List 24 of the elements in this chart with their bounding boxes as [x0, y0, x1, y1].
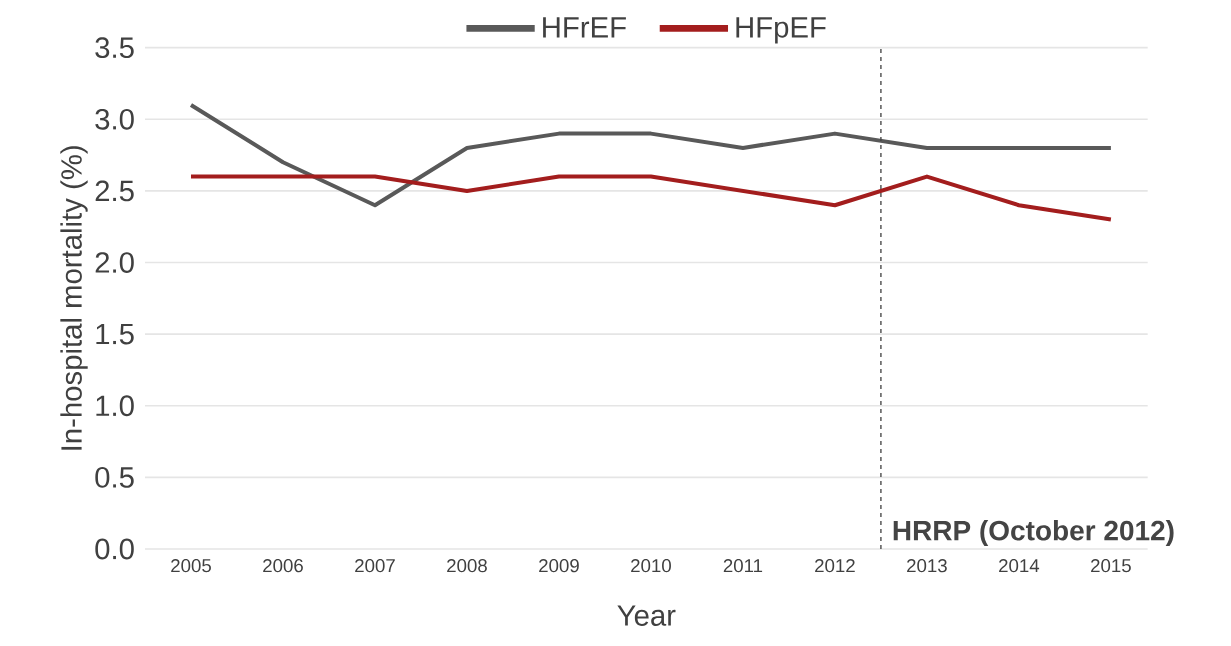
y-tick-label: 1.0 — [96, 395, 134, 417]
x-tick-label: 2010 — [631, 559, 671, 573]
y-tick-label: 0.0 — [95, 538, 134, 560]
x-tick-label: 2007 — [355, 559, 395, 573]
legend-label: HFrEF — [543, 17, 626, 38]
x-tick-label: 2011 — [723, 559, 763, 573]
y-tick-label: 2.0 — [95, 252, 134, 273]
x-tick-label: 2012 — [815, 559, 855, 573]
y-tick-label: 1.5 — [96, 323, 134, 345]
x-tick-label: 2006 — [263, 559, 303, 573]
x-tick-label: 2008 — [447, 559, 487, 573]
x-tick-label: 2005 — [171, 559, 211, 573]
ref-line-label: HRRP (October 2012) — [893, 519, 1174, 547]
y-axis-title: In-hospital mortality (%) — [60, 146, 88, 450]
y-tick-label: 3.0 — [95, 108, 134, 130]
y-tick-label: 2.5 — [95, 180, 134, 202]
y-tick-label: 0.5 — [95, 466, 134, 488]
x-tick-label: 2015 — [1091, 559, 1131, 573]
legend-label: HFpEF — [736, 17, 826, 44]
y-tick-label: 3.5 — [95, 37, 134, 59]
x-tick-label: 2009 — [539, 559, 579, 573]
x-axis-title: Year — [617, 605, 676, 626]
x-tick-label: 2013 — [907, 559, 947, 573]
x-tick-label: 2014 — [999, 559, 1040, 573]
